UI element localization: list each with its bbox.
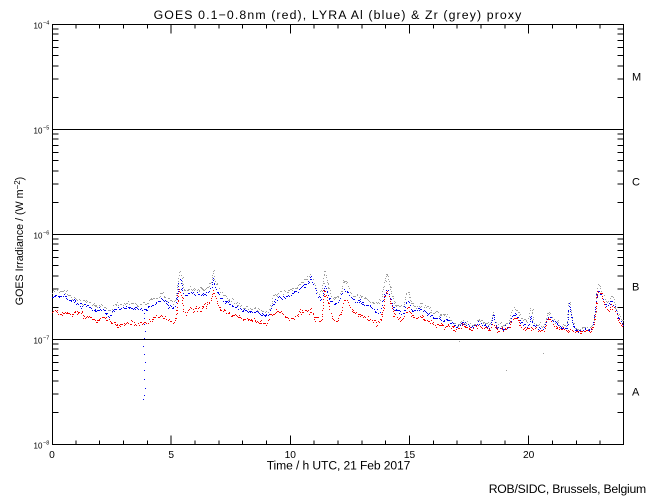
svg-text:10: 10 — [34, 127, 43, 136]
svg-text:M: M — [632, 72, 641, 84]
svg-text:A: A — [632, 387, 640, 399]
svg-text:C: C — [632, 177, 640, 189]
svg-text:10: 10 — [34, 337, 43, 346]
svg-text:0: 0 — [49, 450, 55, 461]
svg-text:10: 10 — [34, 232, 43, 241]
svg-text:15: 15 — [404, 450, 416, 461]
svg-text:ROB/SIDC, Brussels, Belgium: ROB/SIDC, Brussels, Belgium — [489, 482, 646, 496]
svg-text:−5: −5 — [43, 126, 49, 132]
svg-text:−6: −6 — [43, 231, 49, 237]
svg-text:−4: −4 — [43, 21, 49, 27]
svg-text:5: 5 — [168, 450, 174, 461]
svg-text:−7: −7 — [43, 336, 49, 342]
svg-text:20: 20 — [523, 450, 535, 461]
svg-text:10: 10 — [34, 22, 43, 31]
svg-text:Time / h UTC, 21 Feb 2017: Time / h UTC, 21 Feb 2017 — [267, 459, 411, 473]
svg-text:10: 10 — [34, 442, 43, 451]
svg-text:10: 10 — [285, 450, 297, 461]
svg-text:−8: −8 — [43, 441, 49, 447]
svg-text:B: B — [632, 282, 639, 294]
svg-text:GOES Irradiance / (W m−2): GOES Irradiance / (W m−2) — [13, 177, 26, 306]
svg-text:GOES 0.1−0.8nm (red), LYRA Al: GOES 0.1−0.8nm (red), LYRA Al (blue) & Z… — [154, 8, 523, 22]
